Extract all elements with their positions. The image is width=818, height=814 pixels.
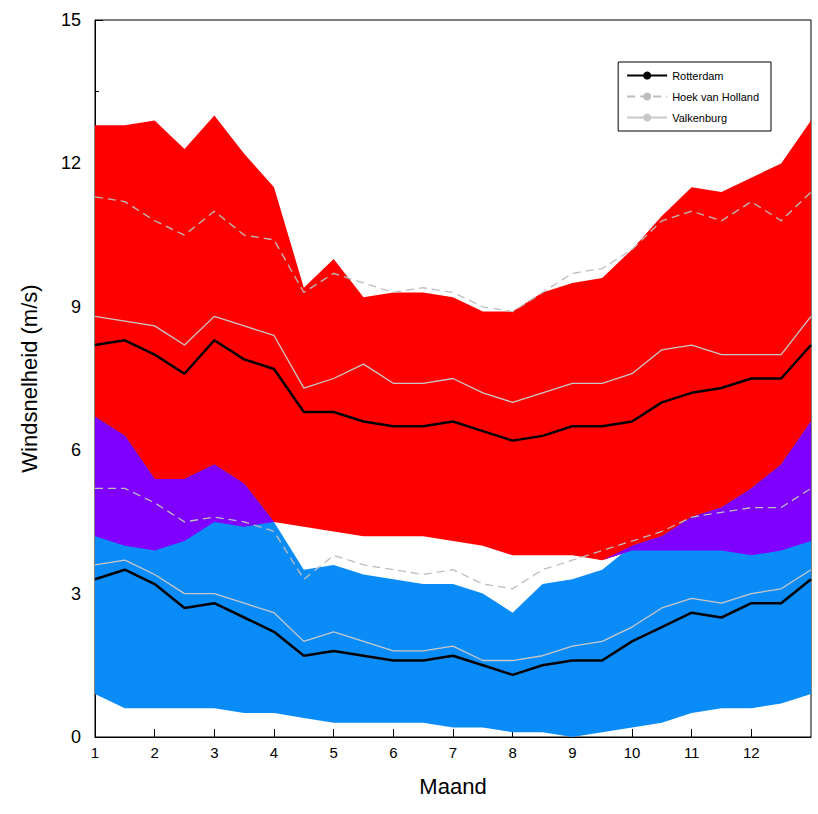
svg-text:9: 9	[568, 744, 576, 761]
svg-text:12: 12	[61, 153, 81, 173]
svg-text:15: 15	[61, 10, 81, 30]
svg-text:3: 3	[71, 584, 81, 604]
svg-text:3: 3	[210, 744, 218, 761]
svg-text:10: 10	[624, 744, 641, 761]
svg-text:12: 12	[743, 744, 760, 761]
svg-text:8: 8	[508, 744, 516, 761]
svg-text:2: 2	[150, 744, 158, 761]
svg-text:6: 6	[71, 440, 81, 460]
svg-text:Hoek van Holland: Hoek van Holland	[672, 91, 759, 103]
svg-text:Valkenburg: Valkenburg	[672, 112, 727, 124]
svg-text:Maand: Maand	[419, 774, 486, 799]
svg-text:Rotterdam: Rotterdam	[672, 70, 723, 82]
svg-text:0: 0	[71, 727, 81, 747]
svg-text:11: 11	[684, 744, 700, 761]
svg-text:Windsnelheid (m/s): Windsnelheid (m/s)	[17, 284, 42, 472]
svg-text:4: 4	[270, 744, 278, 761]
svg-text:9: 9	[71, 297, 81, 317]
svg-text:7: 7	[449, 744, 457, 761]
svg-text:1: 1	[91, 744, 99, 761]
svg-text:5: 5	[329, 744, 337, 761]
svg-text:6: 6	[389, 744, 397, 761]
